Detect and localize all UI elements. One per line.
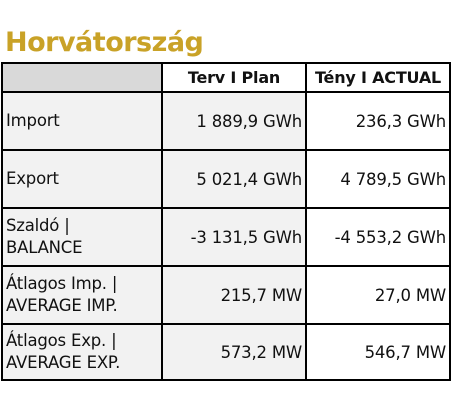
row-label-line2: AVERAGE IMP. [6,296,118,315]
row-label-line1: Export [6,169,59,188]
page-title: Horvátország [5,27,204,58]
plan-value: 215,7 MW [161,265,307,325]
row-label-line2: BALANCE [6,238,83,257]
table-row: Szaldó | BALANCE -3 131,5 GWh -4 553,2 G… [1,207,451,267]
plan-value: 5 021,4 GWh [161,149,307,209]
row-label-line1: Szaldó | [6,216,70,235]
header-actual: Tény I ACTUAL [305,62,451,93]
row-label: Import [1,91,163,151]
row-label: Átlagos Imp. | AVERAGE IMP. [1,265,163,325]
row-label: Átlagos Exp. | AVERAGE EXP. [1,323,163,381]
row-label: Szaldó | BALANCE [1,207,163,267]
table-header-row: Terv I Plan Tény I ACTUAL [1,62,451,93]
plan-value: 573,2 MW [161,323,307,381]
actual-value: -4 553,2 GWh [305,207,451,267]
row-label-line1: Átlagos Exp. | [6,331,117,350]
actual-value: 546,7 MW [305,323,451,381]
row-label-line1: Import [6,111,60,130]
header-corner-cell [1,62,163,93]
actual-value: 27,0 MW [305,265,451,325]
energy-table: Terv I Plan Tény I ACTUAL Import 1 889,9… [1,62,451,381]
table-row: Export 5 021,4 GWh 4 789,5 GWh [1,149,451,209]
row-label: Export [1,149,163,209]
actual-value: 236,3 GWh [305,91,451,151]
plan-value: -3 131,5 GWh [161,207,307,267]
table-row: Átlagos Imp. | AVERAGE IMP. 215,7 MW 27,… [1,265,451,325]
row-label-line2: AVERAGE EXP. [6,353,121,372]
row-label-line1: Átlagos Imp. | [6,274,118,293]
header-plan: Terv I Plan [161,62,307,93]
actual-value: 4 789,5 GWh [305,149,451,209]
table-row: Átlagos Exp. | AVERAGE EXP. 573,2 MW 546… [1,323,451,381]
plan-value: 1 889,9 GWh [161,91,307,151]
table-row: Import 1 889,9 GWh 236,3 GWh [1,91,451,151]
